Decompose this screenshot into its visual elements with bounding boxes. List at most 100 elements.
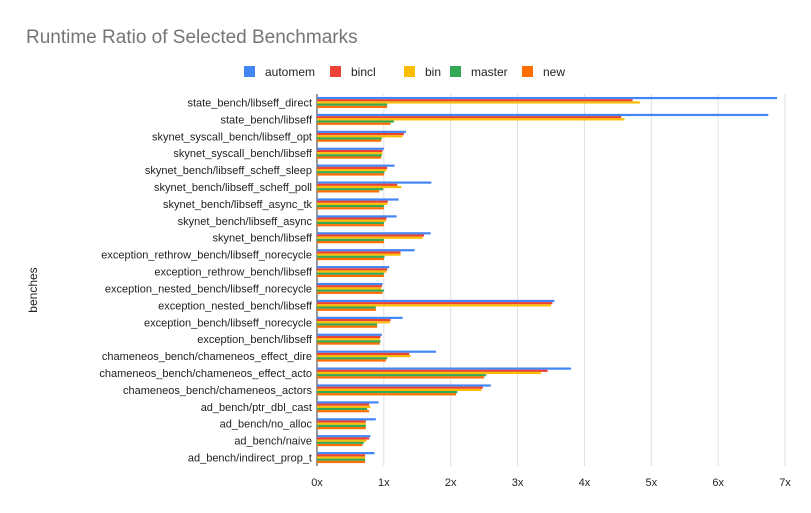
bar-automem [317, 384, 491, 387]
bar-bin [317, 253, 401, 256]
bar-bincl [317, 285, 382, 288]
bar-bincl [317, 116, 622, 119]
bar-bincl [317, 166, 388, 169]
category-labels: state_bench/libseff_direct state_bench/li… [99, 97, 313, 464]
legend-swatch-bincl [330, 66, 341, 77]
bar-bincl [317, 268, 388, 271]
bar-bincl [317, 454, 366, 457]
category-label: ad_bench/ptr_dbl_cast [201, 402, 312, 414]
bar-master [317, 441, 364, 444]
bar-bincl [317, 217, 387, 220]
category-label: skynet_syscall_bench/libseff_opt [152, 131, 312, 143]
x-tick-label: 4x [579, 477, 591, 489]
x-tick-label: 5x [645, 477, 657, 489]
bar-master [317, 458, 366, 461]
bar-new [317, 173, 384, 176]
bar-new [317, 460, 366, 464]
bar-new [317, 274, 384, 278]
bar-bin [317, 405, 371, 408]
bar-bincl [317, 200, 388, 203]
bar-bincl [317, 403, 370, 406]
bar-master [317, 238, 384, 242]
bar-bincl [317, 132, 404, 136]
bar-master [317, 391, 458, 394]
category-label: exception_bench/libseff_norecycle [144, 317, 312, 329]
category-label: exception_nested_bench/libseff [158, 300, 313, 312]
category-label: skynet_bench/libseff_async_tk [163, 199, 312, 211]
bar-bin [317, 456, 366, 459]
bar-automem [317, 215, 397, 218]
bar-bin [317, 135, 403, 138]
bar-automem [317, 164, 395, 167]
category-label: state_bench/libseff [220, 114, 312, 126]
bar-master [317, 137, 382, 140]
bar-new [317, 342, 380, 345]
y-axis-title: benches [26, 267, 40, 312]
legend-swatch-master [450, 66, 461, 77]
bar-bincl [317, 335, 381, 339]
bar-automem [317, 147, 384, 150]
bar-bin [317, 422, 366, 425]
chart-title: Runtime Ratio of Selected Benchmarks [26, 27, 358, 48]
bar-master [317, 221, 384, 225]
bar-bin [317, 304, 551, 307]
bar-automem [317, 333, 382, 336]
bar-bin [317, 101, 640, 104]
bar-automem [317, 232, 431, 235]
bar-bin [317, 270, 387, 273]
bar-bincl [317, 386, 483, 389]
category-label: exception_rethrow_bench/libseff [154, 267, 313, 279]
bar-new [317, 410, 370, 413]
category-label: exception_bench/libseff [197, 334, 313, 346]
bar-new [317, 257, 384, 261]
bar-master [317, 120, 394, 123]
category-label: ad_bench/indirect_prop_t [188, 453, 312, 465]
bar-new [317, 325, 378, 328]
bar-bin [317, 321, 390, 324]
bar-new [317, 359, 386, 362]
bar-bincl [317, 352, 410, 355]
bar-bincl [317, 251, 401, 254]
bar-automem [317, 113, 769, 117]
bar-new [317, 427, 366, 430]
bar-master [317, 255, 385, 258]
bar-new [317, 224, 384, 227]
bar-automem [317, 266, 390, 269]
bar-bin [317, 219, 386, 222]
bar-bin [317, 338, 380, 341]
bar-automem [317, 452, 375, 455]
bar-master [317, 188, 384, 191]
category-label: skynet_syscall_bench/libseff [173, 148, 313, 160]
bar-bin [317, 439, 367, 442]
bar-new [317, 291, 383, 294]
bar-automem [317, 435, 371, 438]
bar-bincl [317, 234, 424, 237]
bar-bincl [317, 437, 370, 440]
bar-master [317, 424, 366, 428]
legend-swatch-new [522, 66, 533, 77]
bar-master [317, 357, 388, 360]
x-tick-label: 6x [712, 477, 724, 489]
bar-bincl [317, 149, 383, 153]
category-label: ad_bench/no_alloc [220, 419, 313, 431]
category-label: skynet_bench/libseff [213, 233, 313, 245]
bar-bincl [317, 99, 633, 102]
bar-master [317, 323, 378, 326]
bar-new [317, 393, 457, 396]
bar-automem [317, 282, 383, 286]
bar-new [317, 156, 382, 159]
bar-master [317, 407, 368, 411]
bar-new [317, 122, 391, 125]
legend-label-new: new [543, 65, 565, 79]
bar-new [317, 443, 363, 447]
bar-new [317, 105, 388, 108]
bar-new [317, 207, 384, 210]
bar-bin [317, 152, 383, 155]
bar-automem [317, 401, 379, 404]
bar-bin [317, 287, 382, 290]
bar-new [317, 376, 485, 379]
legend-label-automem: automem [265, 65, 315, 79]
category-label: exception_rethrow_bench/libseff_norecycl… [101, 250, 312, 262]
